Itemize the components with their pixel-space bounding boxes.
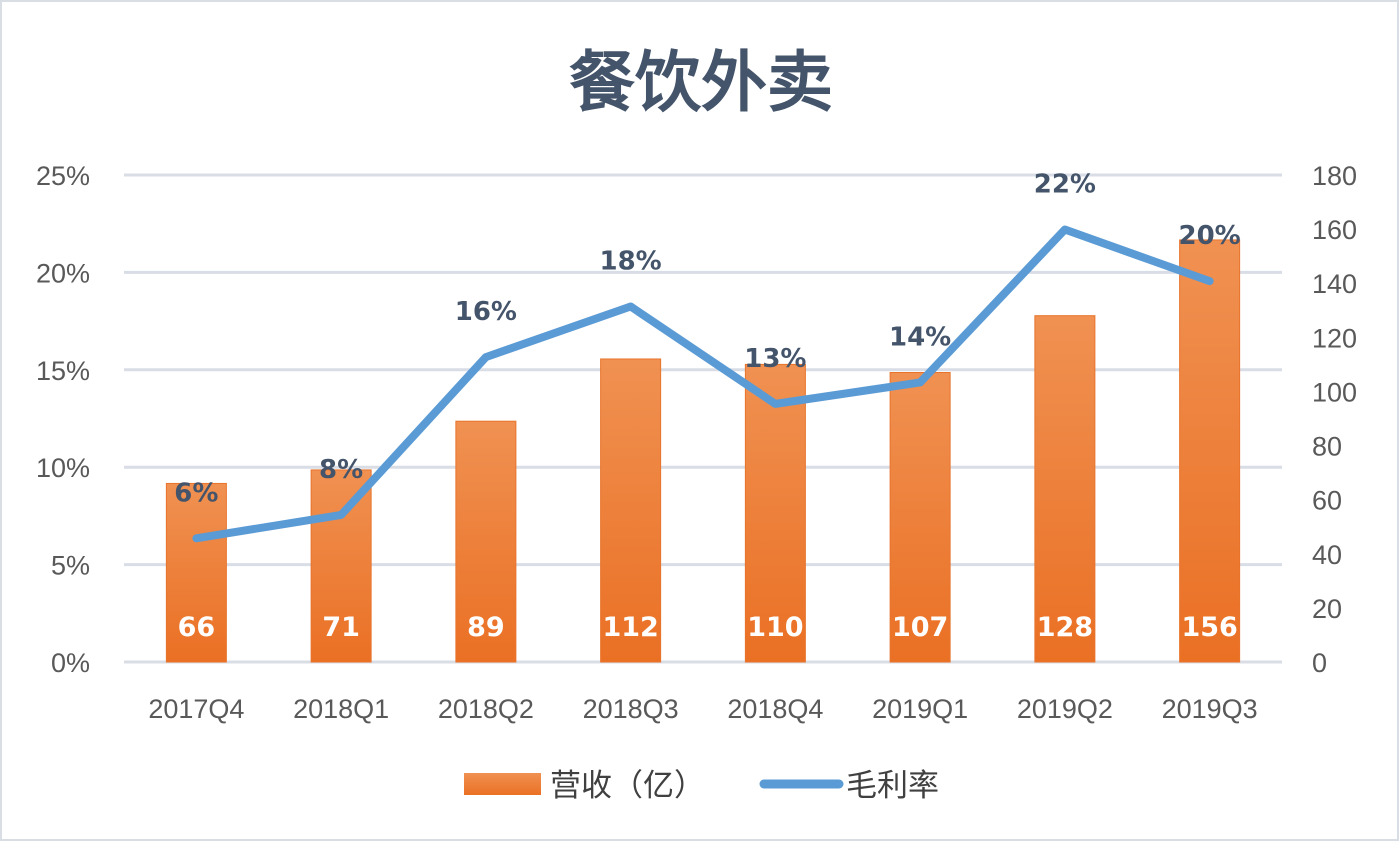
chart-title: 餐饮外卖 bbox=[569, 44, 833, 121]
right-tick-label: 40 bbox=[1312, 540, 1342, 570]
left-tick-label: 15% bbox=[36, 356, 90, 386]
margin-value-label: 6% bbox=[174, 478, 218, 508]
legend: 营收（亿） 毛利率 bbox=[464, 768, 939, 804]
revenue-bar-value: 89 bbox=[467, 612, 505, 643]
revenue-bar bbox=[1179, 239, 1241, 663]
revenue-bar-value: 156 bbox=[1181, 612, 1237, 643]
revenue-bar-value: 112 bbox=[602, 612, 658, 643]
revenue-bar-value: 110 bbox=[747, 612, 803, 643]
revenue-bar bbox=[165, 482, 227, 663]
right-tick-label: 100 bbox=[1312, 377, 1357, 407]
right-tick-label: 180 bbox=[1312, 161, 1357, 191]
legend-bar-swatch bbox=[464, 773, 541, 795]
right-tick-label: 20 bbox=[1312, 594, 1342, 624]
margin-line bbox=[192, 225, 1214, 543]
margin-labels: 6% 8% 16% 18% 13% 14% 22% 20% bbox=[174, 170, 1240, 509]
legend-bar-label: 营收（亿） bbox=[550, 768, 705, 804]
margin-value-label: 8% bbox=[319, 455, 363, 485]
revenue-bar bbox=[600, 358, 662, 663]
left-tick-label: 5% bbox=[51, 551, 90, 581]
left-tick-label: 20% bbox=[36, 258, 90, 288]
revenue-bar-value: 128 bbox=[1037, 612, 1093, 643]
margin-value-label: 18% bbox=[600, 246, 662, 276]
revenue-bar bbox=[455, 420, 517, 663]
category-label: 2017Q4 bbox=[148, 694, 244, 724]
right-tick-label: 60 bbox=[1312, 486, 1342, 516]
revenue-bar bbox=[1034, 315, 1096, 663]
right-axis: 0 20 40 60 80 100 120 140 160 180 bbox=[1312, 161, 1357, 678]
revenue-bar bbox=[310, 469, 372, 663]
margin-value-label: 16% bbox=[455, 297, 517, 327]
margin-value-label: 22% bbox=[1034, 170, 1096, 200]
left-axis: 0% 5% 10% 15% 20% 25% bbox=[36, 161, 90, 678]
revenue-bar-labels: 66 71 89 112 110 107 128 156 bbox=[178, 612, 1238, 643]
revenue-bar bbox=[744, 363, 806, 663]
revenue-bar-value: 71 bbox=[322, 612, 360, 643]
category-axis: 2017Q4 2018Q1 2018Q2 2018Q3 2018Q4 2019Q1 2019… bbox=[148, 694, 1257, 724]
category-label: 2019Q2 bbox=[1017, 694, 1113, 724]
revenue-bars bbox=[165, 239, 1241, 663]
revenue-bar-value: 107 bbox=[892, 612, 948, 643]
revenue-bar-value: 66 bbox=[178, 612, 216, 643]
right-tick-label: 160 bbox=[1312, 215, 1357, 245]
right-tick-label: 120 bbox=[1312, 323, 1357, 353]
legend-line-label: 毛利率 bbox=[846, 768, 939, 804]
category-label: 2018Q3 bbox=[583, 694, 679, 724]
category-label: 2018Q2 bbox=[438, 694, 534, 724]
left-tick-label: 10% bbox=[36, 453, 90, 483]
margin-line-path bbox=[192, 225, 1214, 543]
right-tick-label: 140 bbox=[1312, 269, 1357, 299]
right-tick-label: 80 bbox=[1312, 432, 1342, 462]
category-label: 2018Q1 bbox=[293, 694, 389, 724]
left-tick-label: 25% bbox=[36, 161, 90, 191]
category-label: 2019Q3 bbox=[1162, 694, 1258, 724]
right-tick-label: 0 bbox=[1312, 648, 1327, 678]
margin-value-label: 13% bbox=[744, 344, 806, 374]
category-label: 2019Q1 bbox=[872, 694, 968, 724]
margin-value-label: 14% bbox=[889, 322, 951, 352]
left-tick-label: 0% bbox=[51, 648, 90, 678]
revenue-bar bbox=[889, 372, 951, 663]
category-label: 2018Q4 bbox=[727, 694, 823, 724]
margin-value-label: 20% bbox=[1179, 221, 1241, 251]
